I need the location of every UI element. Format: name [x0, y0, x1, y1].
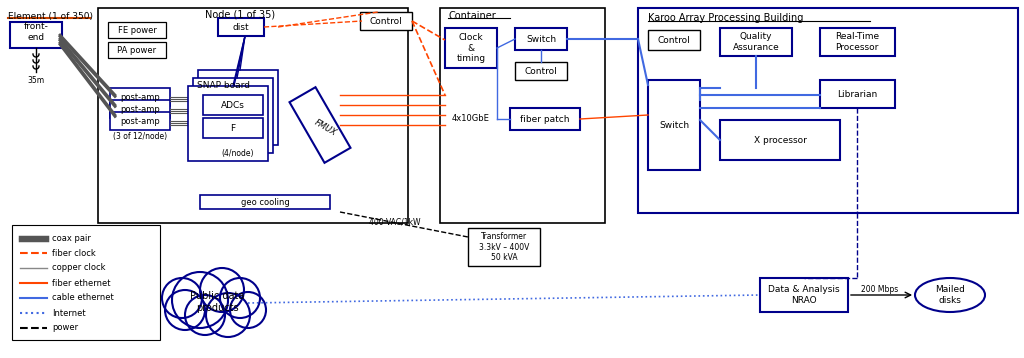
FancyBboxPatch shape — [440, 8, 605, 223]
Text: fiber patch: fiber patch — [520, 115, 569, 124]
FancyBboxPatch shape — [98, 8, 408, 223]
FancyBboxPatch shape — [10, 22, 62, 48]
FancyBboxPatch shape — [188, 86, 268, 161]
Text: Librarian: Librarian — [837, 90, 878, 98]
FancyBboxPatch shape — [720, 28, 792, 56]
Text: front-
end: front- end — [24, 22, 48, 42]
Text: SNAP board: SNAP board — [197, 81, 250, 90]
Text: FE power: FE power — [118, 25, 157, 34]
Text: Clock
&
timing: Clock & timing — [457, 33, 485, 63]
Text: FMUX: FMUX — [312, 118, 338, 138]
FancyBboxPatch shape — [515, 62, 567, 80]
Circle shape — [165, 290, 205, 330]
Text: Data & Analysis
NRAO: Data & Analysis NRAO — [768, 285, 840, 305]
Text: Internet: Internet — [52, 309, 86, 318]
FancyBboxPatch shape — [12, 225, 160, 340]
Text: Control: Control — [370, 16, 402, 25]
Circle shape — [162, 278, 202, 318]
FancyBboxPatch shape — [360, 12, 412, 30]
Text: Control: Control — [524, 67, 557, 76]
FancyBboxPatch shape — [820, 80, 895, 108]
Text: PA power: PA power — [118, 45, 157, 54]
Text: (4/node): (4/node) — [222, 149, 254, 158]
FancyBboxPatch shape — [760, 278, 848, 312]
Text: (3 of 12/node): (3 of 12/node) — [113, 131, 167, 140]
Text: fiber ethernet: fiber ethernet — [52, 279, 111, 287]
Circle shape — [172, 272, 228, 328]
Text: Node (1 of 35): Node (1 of 35) — [205, 9, 275, 19]
FancyBboxPatch shape — [108, 22, 166, 38]
Text: 35m: 35m — [28, 76, 45, 84]
FancyBboxPatch shape — [445, 28, 497, 68]
Text: 200 Mbps: 200 Mbps — [861, 285, 899, 294]
Text: Control: Control — [657, 35, 690, 44]
Text: 400 VAC/1kW: 400 VAC/1kW — [370, 218, 421, 227]
Text: F: F — [230, 124, 236, 132]
FancyBboxPatch shape — [200, 195, 330, 209]
Text: copper clock: copper clock — [52, 263, 105, 272]
FancyBboxPatch shape — [110, 100, 170, 118]
FancyBboxPatch shape — [515, 28, 567, 50]
FancyBboxPatch shape — [110, 88, 170, 106]
FancyBboxPatch shape — [203, 118, 263, 138]
Text: geo cooling: geo cooling — [241, 198, 290, 207]
Text: Quality
Assurance: Quality Assurance — [732, 32, 779, 52]
FancyBboxPatch shape — [108, 42, 166, 58]
Text: post-amp: post-amp — [120, 92, 160, 102]
Text: X processor: X processor — [754, 135, 807, 145]
Text: post-amp: post-amp — [120, 116, 160, 126]
FancyBboxPatch shape — [720, 120, 840, 160]
Circle shape — [185, 295, 225, 335]
Text: Karoo Array Processing Building: Karoo Array Processing Building — [648, 13, 804, 23]
FancyBboxPatch shape — [203, 95, 263, 115]
Text: Switch: Switch — [526, 34, 556, 44]
Text: Public data
products: Public data products — [189, 291, 244, 313]
FancyBboxPatch shape — [510, 108, 580, 130]
Text: 4x10GbE: 4x10GbE — [452, 113, 489, 122]
Text: Transformer
3.3kV – 400V
50 kVA: Transformer 3.3kV – 400V 50 kVA — [479, 232, 529, 262]
Text: fiber clock: fiber clock — [52, 248, 96, 257]
Circle shape — [200, 268, 244, 312]
FancyBboxPatch shape — [290, 87, 350, 163]
FancyBboxPatch shape — [820, 28, 895, 56]
Text: coax pair: coax pair — [52, 233, 91, 242]
Text: power: power — [52, 324, 78, 333]
FancyBboxPatch shape — [648, 80, 700, 170]
Circle shape — [220, 278, 260, 318]
FancyBboxPatch shape — [218, 18, 264, 36]
Text: dist: dist — [232, 23, 249, 32]
Text: Container: Container — [449, 11, 496, 21]
FancyBboxPatch shape — [648, 30, 700, 50]
Text: Real-Time
Processor: Real-Time Processor — [835, 32, 879, 52]
Text: cable ethernet: cable ethernet — [52, 294, 114, 303]
Text: Element (1 of 350): Element (1 of 350) — [8, 11, 93, 20]
FancyBboxPatch shape — [468, 228, 540, 266]
Circle shape — [206, 293, 250, 337]
FancyBboxPatch shape — [193, 78, 273, 153]
FancyBboxPatch shape — [110, 112, 170, 130]
Circle shape — [230, 292, 266, 328]
Text: Switch: Switch — [658, 121, 689, 130]
Text: Mailed
disks: Mailed disks — [935, 285, 965, 305]
Ellipse shape — [915, 278, 985, 312]
FancyBboxPatch shape — [638, 8, 1018, 213]
Text: post-amp: post-amp — [120, 105, 160, 113]
FancyBboxPatch shape — [198, 70, 278, 145]
Text: ADCs: ADCs — [221, 101, 245, 110]
